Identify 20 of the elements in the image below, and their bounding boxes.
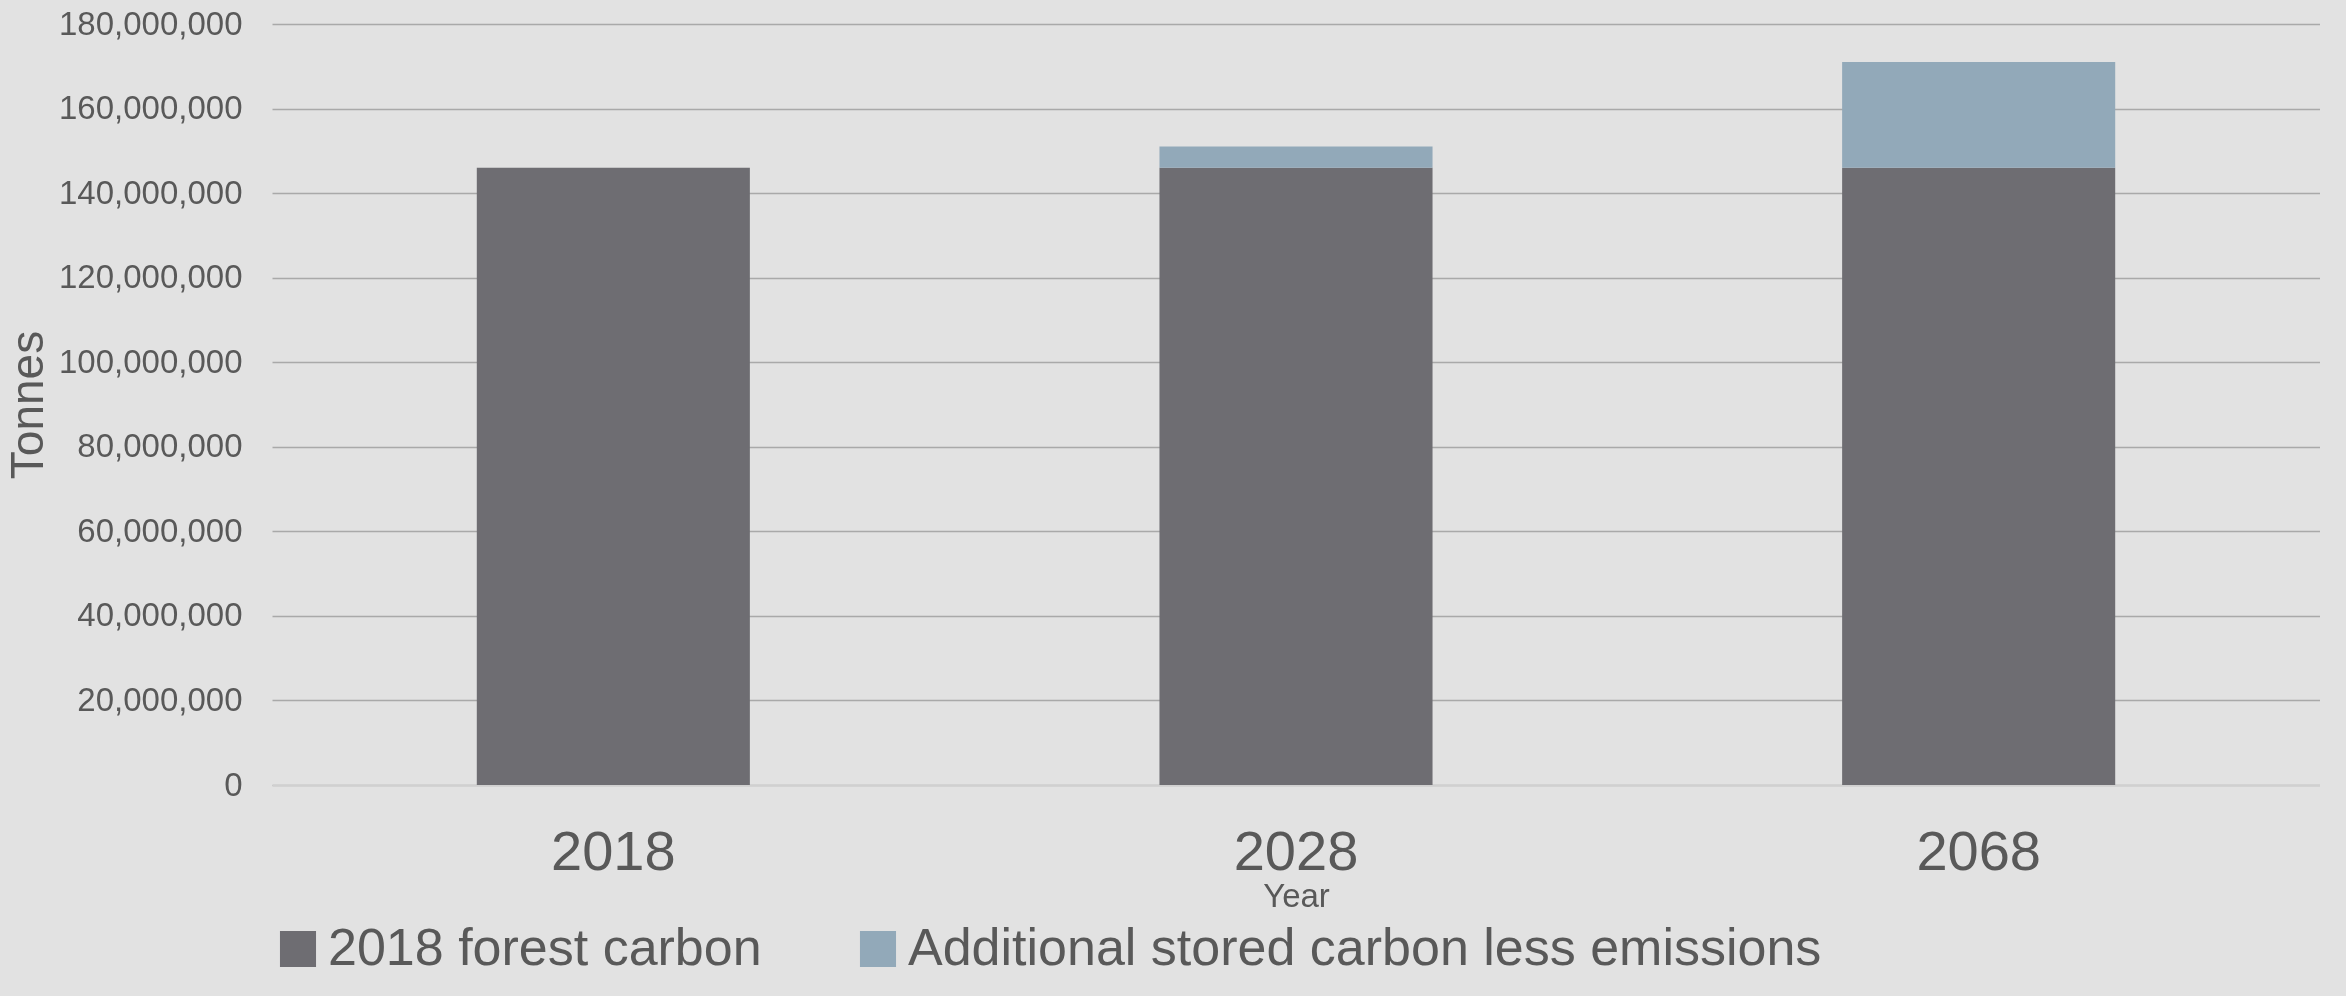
y-tick-label: 0 [224, 765, 243, 803]
legend-label: 2018 forest carbon [328, 918, 762, 976]
y-tick-label: 80,000,000 [77, 427, 243, 465]
bar [1842, 62, 2116, 168]
y-tick-label: 120,000,000 [58, 258, 243, 296]
bar [1842, 167, 2116, 785]
bar [476, 167, 750, 785]
y-tick-label: 100,000,000 [58, 342, 243, 380]
bar [1159, 167, 1433, 785]
y-tick-label: 20,000,000 [77, 680, 243, 718]
y-tick-label: 40,000,000 [77, 596, 243, 634]
y-tick-label: 160,000,000 [58, 89, 243, 127]
x-tick-label: 2018 [551, 818, 676, 882]
y-tick-label: 180,000,000 [58, 4, 243, 42]
y-axis-title: Tonnes [0, 330, 53, 480]
x-tick-label: 2068 [1916, 818, 2041, 882]
bar [1159, 146, 1433, 168]
y-tick-label: 140,000,000 [58, 173, 243, 211]
legend-label: Additional stored carbon less emissions [908, 918, 1822, 976]
y-tick-label: 60,000,000 [77, 511, 243, 549]
